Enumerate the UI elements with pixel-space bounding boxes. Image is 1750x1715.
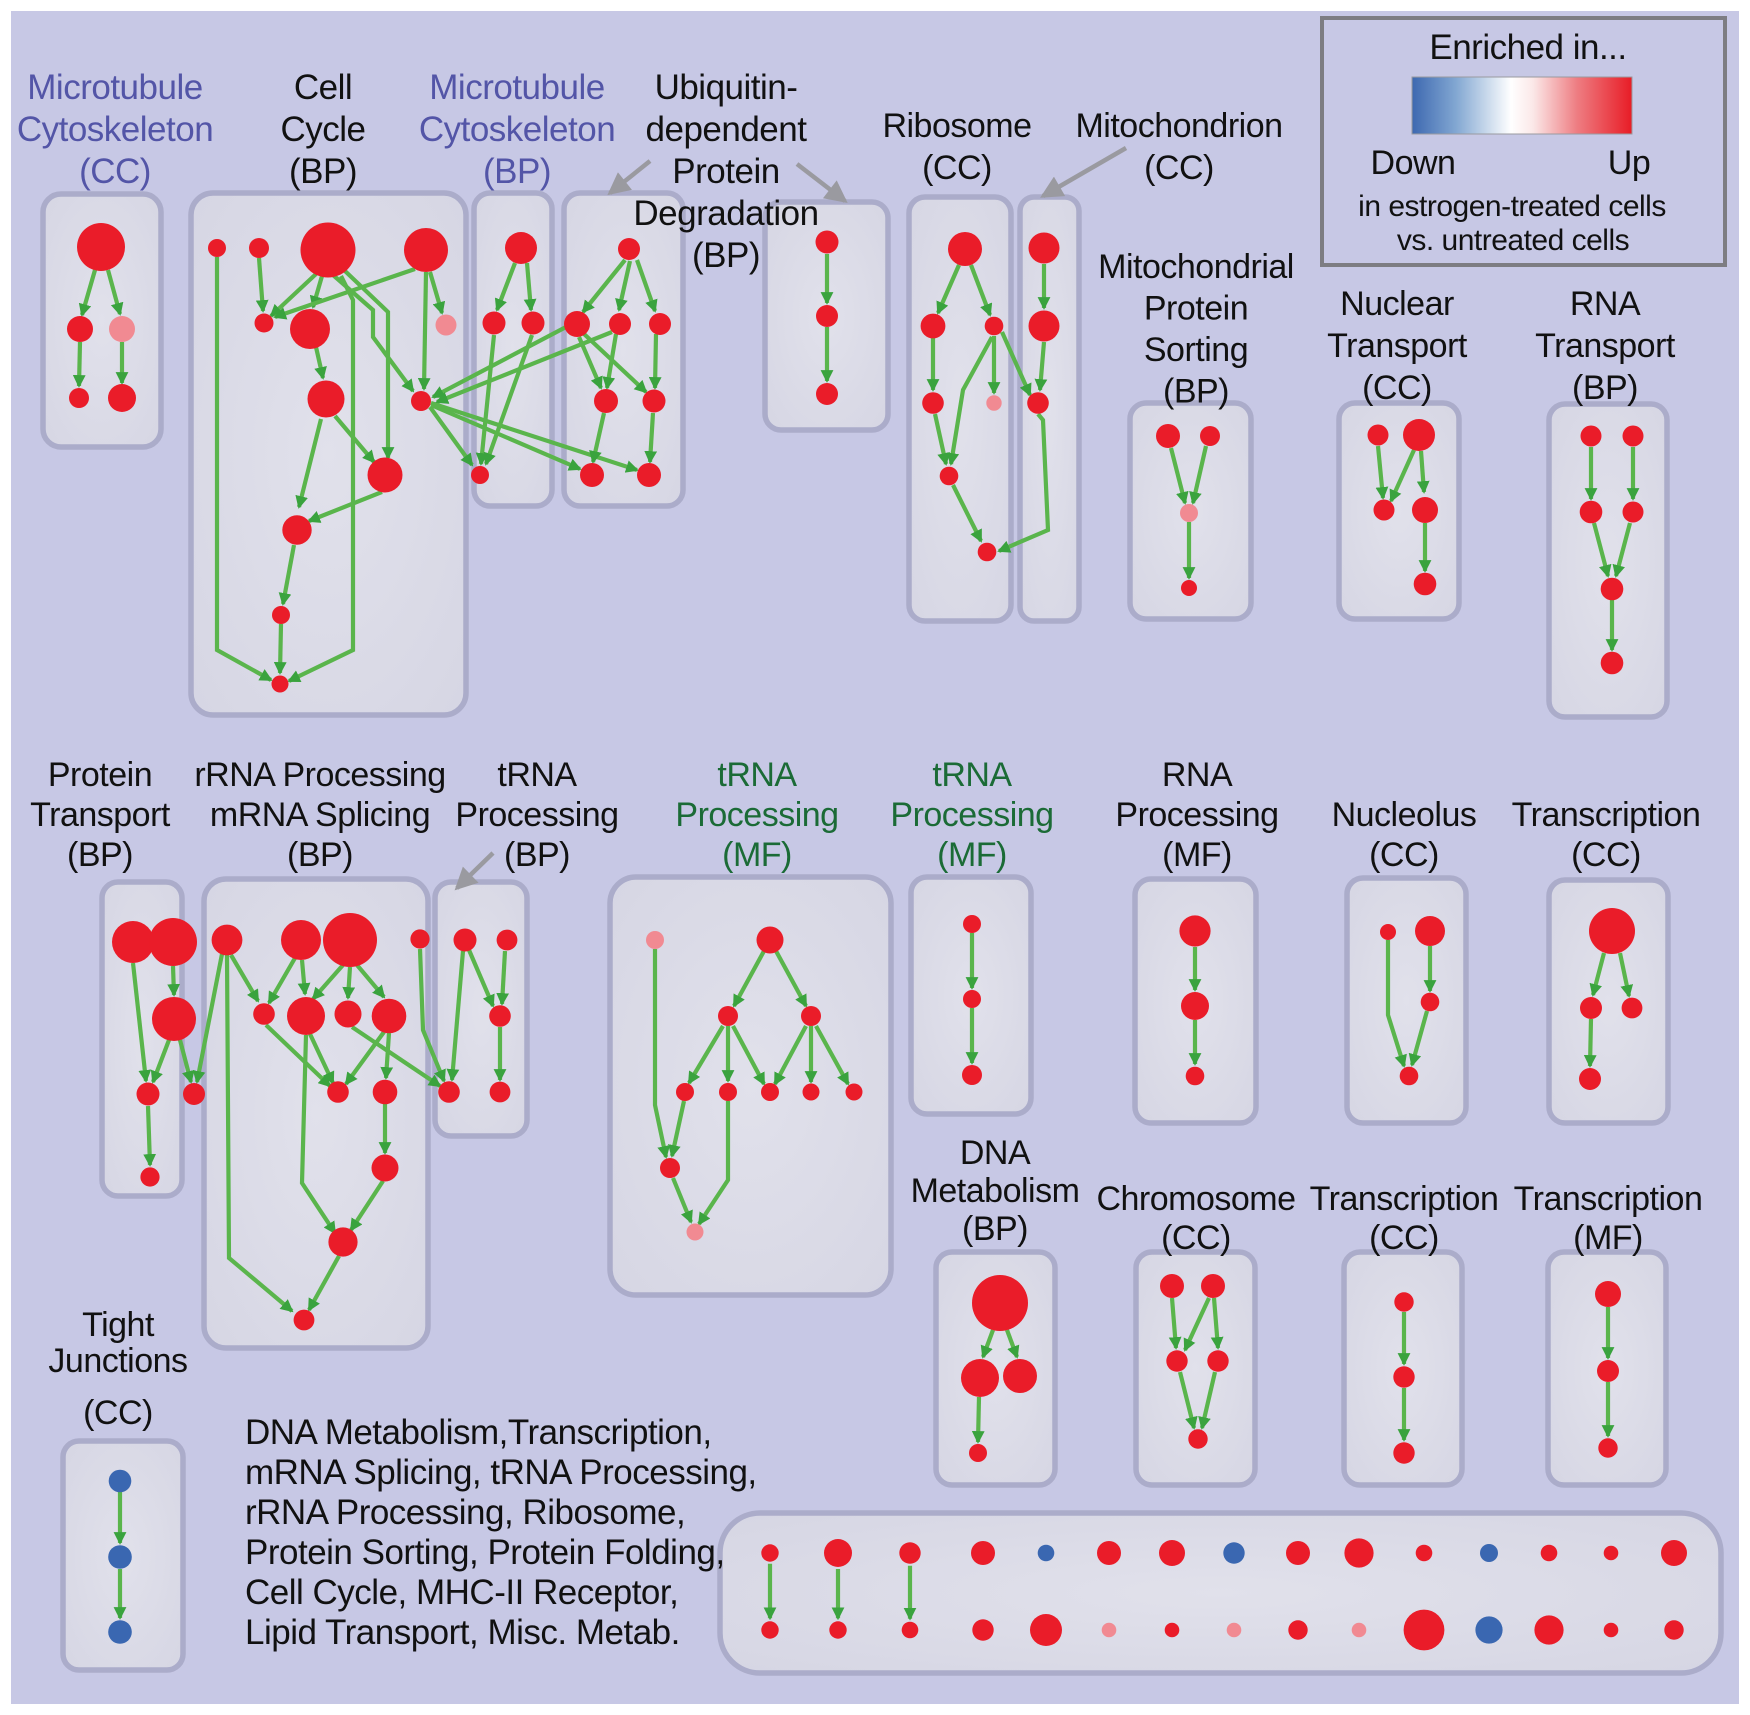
svg-text:(CC): (CC) xyxy=(922,149,992,187)
svg-text:rRNA Processing: rRNA Processing xyxy=(194,756,445,794)
svg-text:Protein Sorting, Protein Foldi: Protein Sorting, Protein Folding, xyxy=(245,1533,725,1572)
svg-text:(MF): (MF) xyxy=(1162,836,1232,874)
svg-text:(BP): (BP) xyxy=(1163,373,1229,411)
svg-text:Transport: Transport xyxy=(1327,327,1468,365)
svg-text:Lipid Transport, Misc. Metab.: Lipid Transport, Misc. Metab. xyxy=(245,1613,680,1652)
svg-text:in estrogen-treated cells: in estrogen-treated cells xyxy=(1358,190,1666,223)
svg-text:(BP): (BP) xyxy=(1572,369,1638,407)
svg-text:Nucleolus: Nucleolus xyxy=(1332,796,1477,834)
svg-text:Metabolism: Metabolism xyxy=(911,1172,1080,1210)
svg-text:Transport: Transport xyxy=(1535,327,1676,365)
svg-text:Down: Down xyxy=(1371,144,1456,182)
svg-text:(CC): (CC) xyxy=(1369,836,1439,874)
svg-text:(BP): (BP) xyxy=(692,236,760,275)
svg-text:Mitochondrion: Mitochondrion xyxy=(1075,107,1282,145)
svg-text:(BP): (BP) xyxy=(504,836,570,874)
svg-text:rRNA Processing, Ribosome,: rRNA Processing, Ribosome, xyxy=(245,1493,685,1532)
svg-text:Protein: Protein xyxy=(1144,290,1248,328)
svg-text:DNA: DNA xyxy=(960,1134,1031,1172)
svg-text:vs. untreated cells: vs. untreated cells xyxy=(1397,224,1629,257)
svg-text:(MF): (MF) xyxy=(722,836,792,874)
svg-text:(BP): (BP) xyxy=(289,152,357,191)
svg-text:Transcription: Transcription xyxy=(1310,1180,1499,1218)
svg-text:Microtubule: Microtubule xyxy=(27,68,202,107)
svg-text:Cell Cycle, MHC-II Receptor,: Cell Cycle, MHC-II Receptor, xyxy=(245,1573,678,1612)
svg-text:(BP): (BP) xyxy=(287,836,353,874)
svg-text:Microtubule: Microtubule xyxy=(429,68,604,107)
svg-text:Cycle: Cycle xyxy=(280,110,365,149)
svg-text:Cytoskeleton: Cytoskeleton xyxy=(419,110,615,149)
svg-text:Processing: Processing xyxy=(890,796,1053,834)
svg-text:(CC): (CC) xyxy=(1571,836,1641,874)
svg-text:Ubiquitin-: Ubiquitin- xyxy=(655,68,798,107)
svg-text:(CC): (CC) xyxy=(1369,1219,1439,1257)
svg-text:Protein: Protein xyxy=(48,756,152,794)
svg-text:Transcription: Transcription xyxy=(1514,1180,1703,1218)
svg-text:(CC): (CC) xyxy=(83,1394,153,1432)
svg-text:Sorting: Sorting xyxy=(1144,331,1248,369)
svg-text:Cell: Cell xyxy=(294,68,352,107)
svg-text:Transcription: Transcription xyxy=(1512,796,1701,834)
svg-text:Processing: Processing xyxy=(455,796,618,834)
svg-text:(BP): (BP) xyxy=(483,152,551,191)
svg-text:Processing: Processing xyxy=(1115,796,1278,834)
svg-text:(BP): (BP) xyxy=(67,836,133,874)
svg-text:Ribosome: Ribosome xyxy=(882,107,1031,145)
svg-text:Tight: Tight xyxy=(82,1306,155,1344)
svg-text:(CC): (CC) xyxy=(1144,149,1214,187)
svg-text:RNA: RNA xyxy=(1570,285,1641,323)
svg-text:mRNA Splicing: mRNA Splicing xyxy=(210,796,430,834)
svg-text:dependent: dependent xyxy=(646,110,808,149)
svg-text:Junctions: Junctions xyxy=(48,1342,187,1380)
svg-text:(MF): (MF) xyxy=(937,836,1007,874)
svg-text:Enriched in...: Enriched in... xyxy=(1429,28,1626,67)
svg-text:(CC): (CC) xyxy=(79,152,151,191)
svg-text:tRNA: tRNA xyxy=(497,756,577,794)
svg-text:Transport: Transport xyxy=(30,796,171,834)
svg-text:tRNA: tRNA xyxy=(717,756,797,794)
svg-text:(CC): (CC) xyxy=(1161,1219,1231,1257)
svg-text:Cytoskeleton: Cytoskeleton xyxy=(17,110,213,149)
svg-text:Degradation: Degradation xyxy=(633,194,818,233)
svg-text:Mitochondrial: Mitochondrial xyxy=(1098,248,1294,286)
svg-text:(BP): (BP) xyxy=(962,1210,1028,1248)
svg-text:tRNA: tRNA xyxy=(932,756,1012,794)
svg-text:(MF): (MF) xyxy=(1573,1219,1643,1257)
svg-text:Protein: Protein xyxy=(672,152,779,191)
svg-text:Nuclear: Nuclear xyxy=(1340,285,1454,323)
svg-text:RNA: RNA xyxy=(1162,756,1233,794)
svg-text:(CC): (CC) xyxy=(1362,369,1432,407)
svg-text:Up: Up xyxy=(1608,144,1650,182)
svg-text:Processing: Processing xyxy=(675,796,838,834)
svg-text:Chromosome: Chromosome xyxy=(1096,1180,1295,1218)
svg-text:DNA Metabolism,Transcription,: DNA Metabolism,Transcription, xyxy=(245,1413,712,1452)
svg-text:mRNA Splicing, tRNA Processing: mRNA Splicing, tRNA Processing, xyxy=(245,1453,757,1492)
